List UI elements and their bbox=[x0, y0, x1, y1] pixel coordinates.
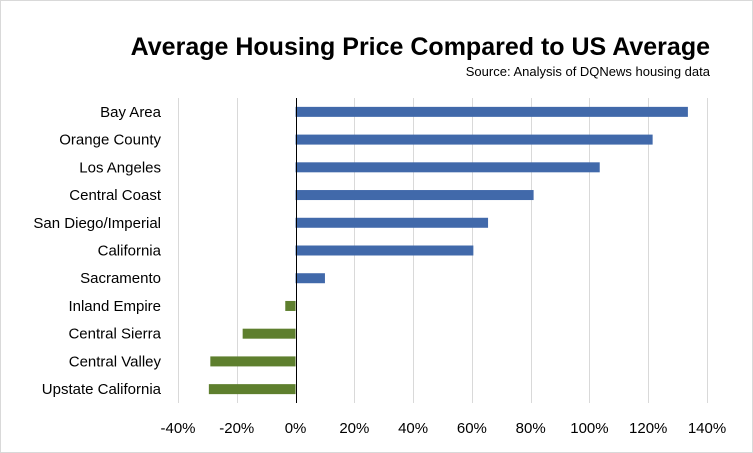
category-label: California bbox=[98, 243, 162, 260]
category-labels: Bay Area Orange County Los Angeles Central … bbox=[33, 104, 161, 398]
chart-subtitle: Source: Analysis of DQNews housing data bbox=[466, 64, 711, 79]
x-tick-label: 140% bbox=[688, 420, 726, 437]
bar-central-sierra bbox=[242, 328, 296, 339]
bar-los-angeles bbox=[295, 162, 600, 173]
x-tick-label: 60% bbox=[457, 420, 487, 437]
category-label: Central Coast bbox=[69, 187, 162, 204]
bar-california bbox=[295, 245, 474, 256]
bar-upstate-california bbox=[208, 384, 296, 395]
category-label: Orange County bbox=[59, 132, 161, 149]
category-label: Bay Area bbox=[100, 104, 162, 121]
x-tick-label: 80% bbox=[516, 420, 546, 437]
bar-sacramento bbox=[295, 273, 325, 284]
category-label: Upstate California bbox=[42, 381, 162, 398]
category-label: Inland Empire bbox=[68, 298, 161, 315]
category-label: Los Angeles bbox=[79, 159, 161, 176]
bar-central-valley bbox=[210, 356, 296, 367]
bar-central-coast bbox=[295, 190, 534, 201]
tick-labels: -40% -20% 0% 20% 40% 60% 80% 100% 120% 140% bbox=[160, 420, 726, 437]
bar-inland-empire bbox=[285, 300, 296, 311]
bar-orange-county bbox=[295, 134, 653, 145]
bar-bay-area bbox=[295, 106, 688, 117]
x-tick-label: 0% bbox=[285, 420, 307, 437]
x-tick-label: -40% bbox=[160, 420, 195, 437]
category-label: Central Valley bbox=[69, 353, 162, 370]
chart-title: Average Housing Price Compared to US Ave… bbox=[131, 33, 710, 61]
category-label: San Diego/Imperial bbox=[33, 215, 161, 232]
x-tick-label: 120% bbox=[629, 420, 667, 437]
x-tick-label: 40% bbox=[398, 420, 428, 437]
x-tick-label: 20% bbox=[339, 420, 369, 437]
bars bbox=[208, 106, 688, 395]
category-label: Sacramento bbox=[80, 270, 161, 287]
bar-san-diego-imperial bbox=[295, 217, 489, 228]
category-label: Central Sierra bbox=[68, 326, 161, 343]
x-tick-label: 100% bbox=[570, 420, 608, 437]
x-tick-label: -20% bbox=[219, 420, 254, 437]
